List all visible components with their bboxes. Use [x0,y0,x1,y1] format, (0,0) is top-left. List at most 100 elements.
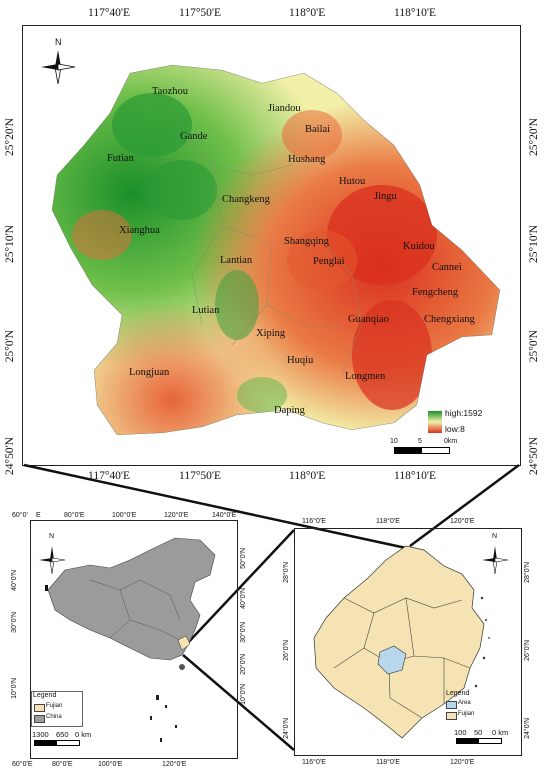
main-north-label: N [55,37,62,47]
fujian-legend-swatch-area [446,701,457,709]
fujian-north-arrow-icon [482,546,509,574]
fujian-scale-100: 100 [454,728,467,737]
town-label: Kuidou [403,241,435,252]
china-top-lon-1: 60°0' [12,512,28,519]
china-top-lon-4: 120°0'E [164,512,189,519]
fujian-scale-0: 0 km [492,728,509,737]
china-right-lat-5: 10°0'N [240,684,247,705]
dem-terrain-map [52,65,500,435]
main-top-lon-2: 117°50'E [179,7,222,19]
china-bottom-lon-3: 100°0'E [98,761,123,768]
china-legend-swatch-china [34,715,45,723]
china-left-lat-2: 30°0'N [11,612,18,633]
main-scale-0: 0km [444,438,458,445]
town-label: Lutian [192,305,220,316]
fujian-province-map [313,545,490,739]
china-legend-title: Legend [33,692,57,699]
town-label: Huqiu [287,355,314,366]
main-scale-10: 10 [390,438,398,445]
china-legend-swatch-fujian [34,704,45,712]
fujian-top-lon-3: 120°0'E [450,518,475,525]
town-label: Daping [274,405,305,416]
town-label: Changkeng [222,194,270,205]
fujian-right-lat-2: 26°0'N [524,640,531,661]
fujian-scale-50: 50 [474,728,483,737]
fujian-bottom-lon-1: 116°0'E [302,759,326,766]
town-label: Longjuan [129,367,170,378]
main-map-frame [22,25,521,466]
fujian-north-label: N [492,533,498,540]
main-top-lon-1: 117°40'E [88,7,131,19]
china-legend-item-fujian: Fujian [46,703,63,709]
fujian-scale-bar [456,738,502,744]
fujian-map-frame [294,528,522,756]
town-label: Xianghua [119,225,160,236]
fujian-legend-item-area: Area [458,700,471,706]
main-scale-5: 5 [418,438,422,445]
fujian-legend-title: Legend [446,690,470,697]
china-legend-item-china: China [46,714,62,720]
town-label: Penglai [313,256,345,267]
china-left-lat-3: 10°0'N [11,678,18,699]
town-label: Lantian [220,255,253,266]
legend-high-label: high:1592 [445,408,483,418]
legend-low-label: low:8 [445,424,465,434]
main-top-lon-4: 118°10'E [394,7,437,19]
main-scale-bar [394,447,450,454]
china-right-lat-3: 30°0'N [240,622,247,643]
fujian-right-lat-1: 28°0'N [524,562,531,583]
main-bottom-lon-3: 118°0'E [289,470,326,482]
main-bottom-lon-2: 117°50'E [179,470,222,482]
china-north-arrow-icon [39,546,66,574]
fujian-top-lon-1: 116°0'E [302,518,326,525]
fujian-legend-swatch-fujian [446,712,457,720]
fujian-left-lat-2: 26°0'N [283,640,290,661]
town-label: Hushang [288,154,326,165]
china-bottom-lon-1: 60°0'E [12,761,33,768]
elevation-legend-ramp [428,411,442,433]
main-bottom-lon-1: 117°40'E [88,470,131,482]
main-bottom-lon-4: 118°10'E [394,470,437,482]
town-label: Chengxiang [424,314,475,325]
china-north-label: N [49,533,55,540]
fujian-bottom-lon-3: 120°0'E [450,759,475,766]
china-scale-bar [34,740,80,746]
main-top-lon-3: 118°0'E [289,7,326,19]
china-scale-650: 650 [56,730,69,739]
town-label: Bailai [305,124,331,135]
china-scale-1300: 1300 [32,730,49,739]
china-left-lat-1: 40°0'N [11,570,18,591]
town-label: Shangqing [284,236,329,247]
town-label: Guanqiao [348,314,389,325]
china-bottom-lon-2: 80°0'E [52,761,73,768]
fujian-left-lat-3: 24°0'N [283,718,290,739]
china-map-frame [30,520,238,759]
china-scale-0: 0 km [75,730,92,739]
china-top-lon-3: 100°0'E [112,512,137,519]
china-top-lon-2: 80°0'E [64,512,85,519]
town-label: Cannei [432,262,462,273]
town-label: Xiping [256,328,286,339]
town-label: Gande [180,131,208,142]
china-outline-map [45,537,216,742]
fujian-top-lon-2: 118°0'E [376,518,400,525]
town-label: Jiandou [268,103,301,114]
town-label: Jingu [374,191,397,202]
china-right-lat-2: 40°0'N [240,588,247,609]
fujian-legend-item-fujian: Fujian [458,711,475,717]
town-label: Taozhou [152,86,189,97]
china-top-lon-5: 140°0'E [212,512,237,519]
town-label: Longmen [345,371,386,382]
fujian-left-lat-1: 28°0'N [283,562,290,583]
town-label: Hutou [339,176,366,187]
china-right-lat-4: 20°0'N [240,654,247,675]
main-north-arrow-icon [41,50,76,84]
town-label: Futian [107,153,134,164]
china-right-lat-1: 50°0'N [240,548,247,569]
china-top-lon-e: E [36,512,41,519]
fujian-right-lat-3: 24°0'N [524,718,531,739]
town-label: Fengcheng [412,287,459,298]
fujian-bottom-lon-2: 118°0'E [376,759,400,766]
china-bottom-lon-4: 120°0'E [162,761,187,768]
